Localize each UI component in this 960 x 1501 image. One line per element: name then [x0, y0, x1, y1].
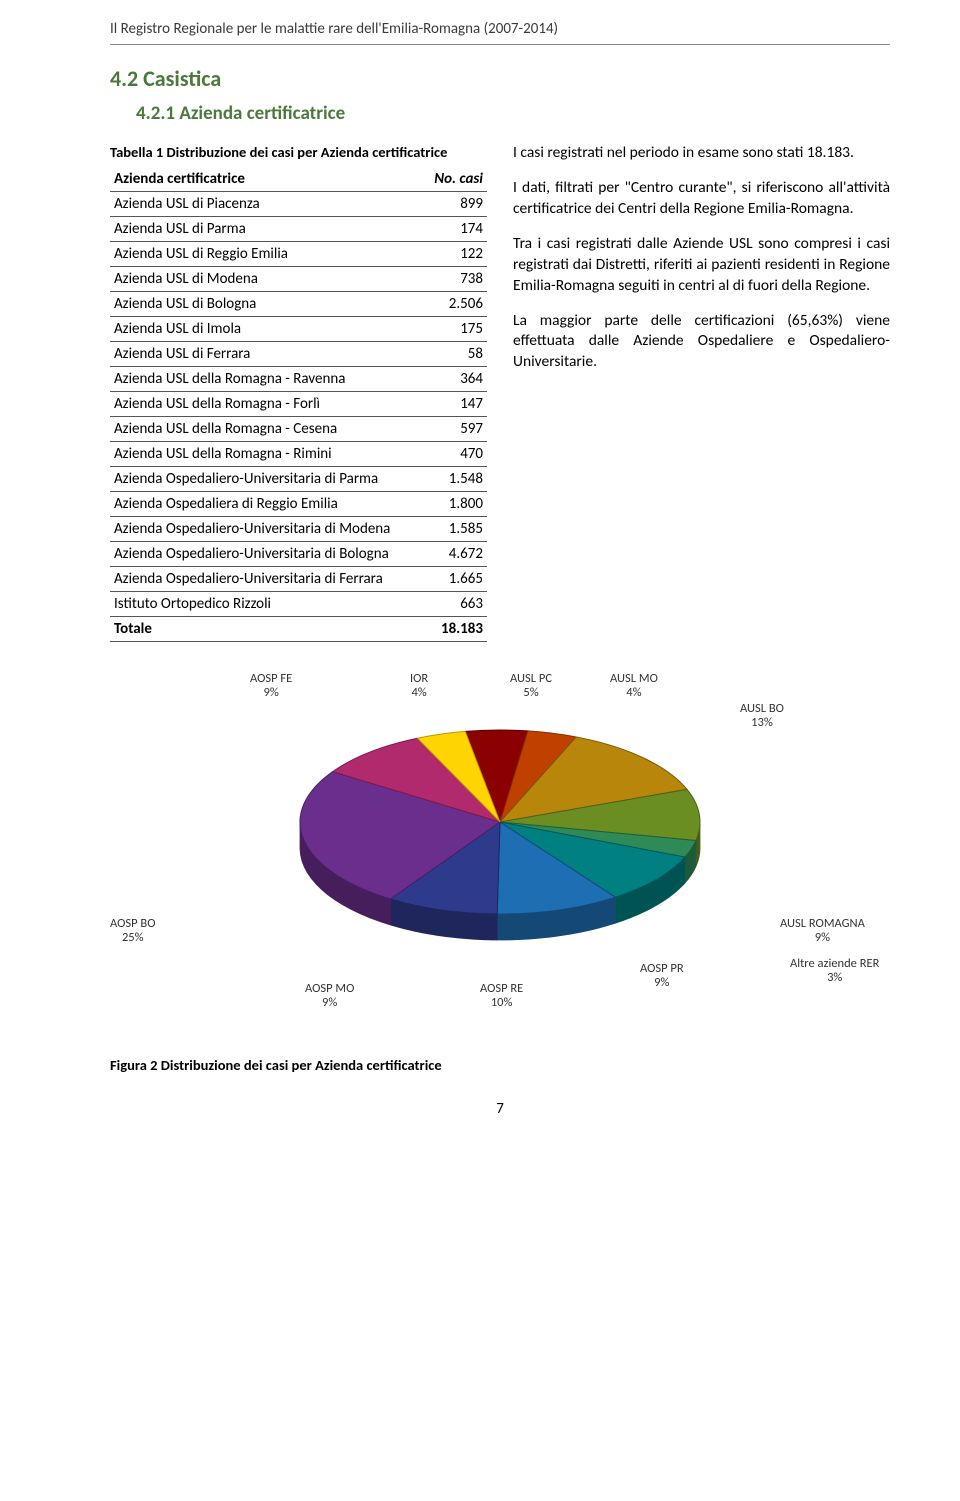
table-cell-label: Azienda Ospedaliero-Universitaria di Bol… — [110, 542, 419, 567]
table-cell-value: 147 — [419, 392, 487, 417]
table-row: Azienda USL di Parma174 — [110, 217, 487, 242]
table-col-header: No. casi — [419, 167, 487, 192]
table-row: Azienda USL di Imola175 — [110, 317, 487, 342]
header-rule — [110, 44, 890, 45]
table-cell-label: Azienda USL di Ferrara — [110, 342, 419, 367]
table-cell-label: Istituto Ortopedico Rizzoli — [110, 592, 419, 617]
table-cell-value: 597 — [419, 417, 487, 442]
table-col-header: Azienda certificatrice — [110, 167, 419, 192]
table-cell-value: 175 — [419, 317, 487, 342]
table-row: Azienda USL di Bologna2.506 — [110, 292, 487, 317]
table-cell-value: 122 — [419, 242, 487, 267]
table-cell-value: 58 — [419, 342, 487, 367]
table-cell-label: Azienda USL di Imola — [110, 317, 419, 342]
pie-label: AUSL MO4% — [610, 672, 658, 701]
table-cell-value: 1.665 — [419, 567, 487, 592]
table-row: Azienda USL di Ferrara58 — [110, 342, 487, 367]
pie-label: AUSL BO13% — [740, 702, 784, 731]
table-row: Azienda USL di Piacenza899 — [110, 192, 487, 217]
table-row: Azienda USL di Reggio Emilia122 — [110, 242, 487, 267]
table-row: Azienda Ospedaliero-Universitaria di Fer… — [110, 567, 487, 592]
table-cell-value: 174 — [419, 217, 487, 242]
table-row: Azienda USL della Romagna - Cesena597 — [110, 417, 487, 442]
table-cell-label: Azienda Ospedaliero-Universitaria di Mod… — [110, 517, 419, 542]
table-cell-value: 1.800 — [419, 492, 487, 517]
table-row: Azienda Ospedaliera di Reggio Emilia1.80… — [110, 492, 487, 517]
table-cell-label: Azienda Ospedaliera di Reggio Emilia — [110, 492, 419, 517]
table-cell-label: Azienda USL di Reggio Emilia — [110, 242, 419, 267]
paragraph: La maggior parte delle certificazioni (6… — [513, 311, 890, 374]
paragraph: Tra i casi registrati dalle Aziende USL … — [513, 234, 890, 297]
pie-label: AOSP FE9% — [250, 672, 292, 701]
table-cell-value: 4.672 — [419, 542, 487, 567]
pie-label: AOSP RE10% — [480, 982, 523, 1011]
table-cell-value: 1.548 — [419, 467, 487, 492]
table-cell-value: 364 — [419, 367, 487, 392]
pie-label: Altre aziende RER3% — [790, 957, 879, 986]
pie-label: AUSL PC5% — [510, 672, 552, 701]
table-cell-label: Azienda USL di Piacenza — [110, 192, 419, 217]
running-header: Il Registro Regionale per le malattie ra… — [110, 0, 890, 44]
table-row: Istituto Ortopedico Rizzoli663 — [110, 592, 487, 617]
table-cell-value: 1.585 — [419, 517, 487, 542]
table-row: Azienda Ospedaliero-Universitaria di Par… — [110, 467, 487, 492]
table-caption: Tabella 1 Distribuzione dei casi per Azi… — [110, 143, 487, 161]
table-row: Azienda USL di Modena738 — [110, 267, 487, 292]
table-cell-label: Azienda USL di Bologna — [110, 292, 419, 317]
table-cell-label: Azienda Ospedaliero-Universitaria di Fer… — [110, 567, 419, 592]
table-cell-value: 663 — [419, 592, 487, 617]
table-cell-label: Azienda Ospedaliero-Universitaria di Par… — [110, 467, 419, 492]
table-cell-value: 2.506 — [419, 292, 487, 317]
table-total-label: Totale — [110, 617, 419, 642]
pie-chart: AOSP FE9% IOR4% AUSL PC5% AUSL MO4% AUSL BO1… — [110, 672, 890, 1032]
pie-label: AUSL ROMAGNA9% — [780, 917, 865, 946]
table-cell-label: Azienda USL della Romagna - Forlì — [110, 392, 419, 417]
azienda-table: Azienda certificatrice No. casi Azienda … — [110, 167, 487, 642]
subsection-heading: 4.2.1 Azienda certificatrice — [136, 102, 890, 125]
figure-caption: Figura 2 Distribuzione dei casi per Azie… — [110, 1056, 890, 1074]
table-cell-value: 899 — [419, 192, 487, 217]
page-number: 7 — [110, 1100, 890, 1118]
table-row: Azienda USL della Romagna - Ravenna364 — [110, 367, 487, 392]
pie-label: AOSP BO25% — [110, 917, 155, 946]
table-cell-label: Azienda USL della Romagna - Cesena — [110, 417, 419, 442]
table-row: Azienda USL della Romagna - Forlì147 — [110, 392, 487, 417]
pie-svg — [270, 712, 730, 952]
pie-label: AOSP MO9% — [305, 982, 354, 1011]
pie-label: IOR4% — [410, 672, 428, 701]
table-total-value: 18.183 — [419, 617, 487, 642]
paragraph: I casi registrati nel periodo in esame s… — [513, 143, 890, 164]
table-cell-value: 470 — [419, 442, 487, 467]
table-row: Azienda Ospedaliero-Universitaria di Bol… — [110, 542, 487, 567]
table-cell-value: 738 — [419, 267, 487, 292]
table-row: Azienda Ospedaliero-Universitaria di Mod… — [110, 517, 487, 542]
body-text: I casi registrati nel periodo in esame s… — [513, 143, 890, 387]
pie-label: AOSP PR9% — [640, 962, 684, 991]
table-cell-label: Azienda USL di Parma — [110, 217, 419, 242]
paragraph: I dati, filtrati per "Centro curante", s… — [513, 178, 890, 220]
table-cell-label: Azienda USL di Modena — [110, 267, 419, 292]
table-cell-label: Azienda USL della Romagna - Ravenna — [110, 367, 419, 392]
table-cell-label: Azienda USL della Romagna - Rimini — [110, 442, 419, 467]
table-row: Azienda USL della Romagna - Rimini470 — [110, 442, 487, 467]
section-heading: 4.2 Casistica — [110, 65, 890, 92]
